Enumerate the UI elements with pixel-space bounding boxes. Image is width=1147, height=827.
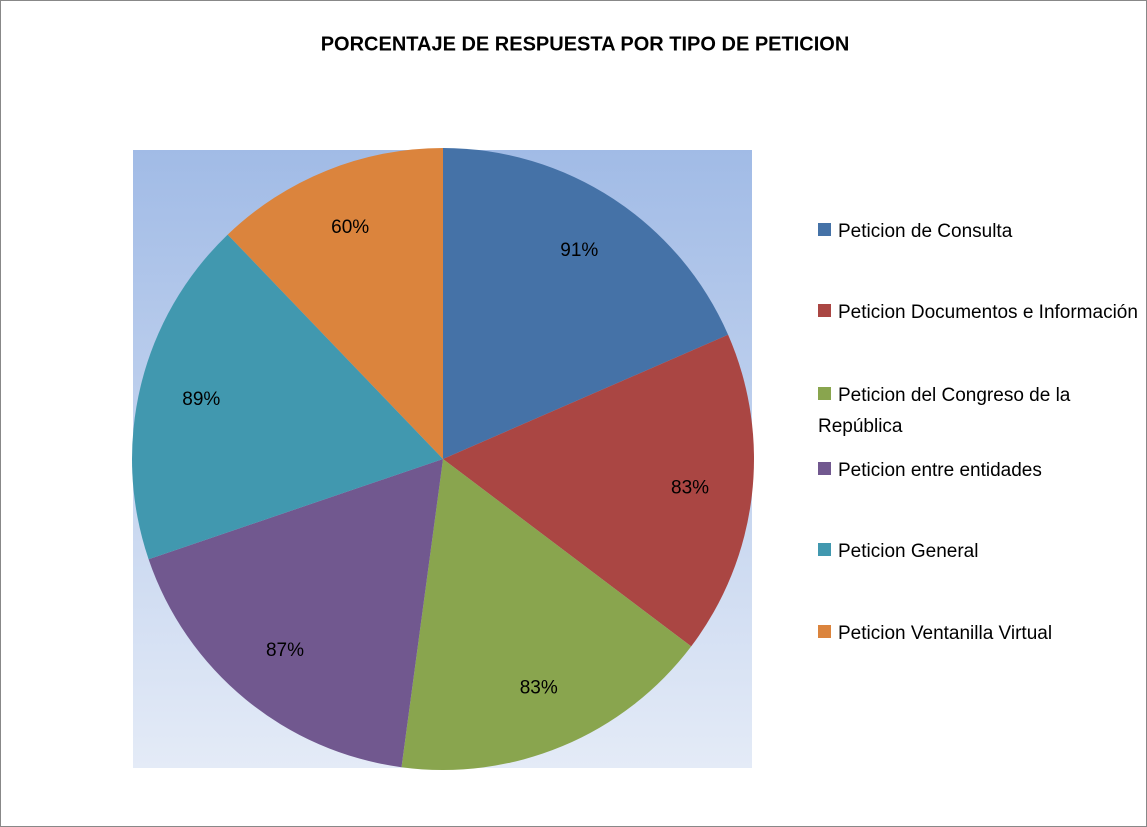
legend-swatch (818, 625, 831, 638)
legend-swatch (818, 387, 831, 400)
pie-slice (401, 459, 692, 770)
pie-slice (443, 148, 729, 459)
legend-label: Peticion Documentos e Información (838, 302, 1138, 323)
legend-entry: Peticion entre entidades (818, 455, 1138, 486)
data-label: 83% (520, 678, 558, 699)
legend-entry: Peticion General (818, 536, 1138, 567)
legend-swatch (818, 223, 831, 236)
pie-slice (443, 334, 754, 647)
legend-swatch (818, 543, 831, 556)
data-label: 87% (266, 640, 304, 661)
legend-entry: Peticion del Congreso de la República (818, 380, 1138, 442)
legend-entry: Peticion de Consulta (818, 216, 1138, 247)
chart-title: PORCENTAJE DE RESPUESTA POR TIPO DE PETI… (321, 33, 850, 55)
legend-label: Peticion General (838, 541, 979, 562)
legend-swatch (818, 304, 831, 317)
legend-swatch (818, 462, 831, 475)
legend-label: Peticion Ventanilla Virtual (838, 623, 1053, 644)
legend-label: Peticion entre entidades (838, 460, 1042, 481)
data-label: 91% (560, 240, 598, 261)
pie-slice (132, 234, 443, 560)
data-label: 89% (182, 389, 220, 410)
legend-label: Peticion del Congreso de la República (818, 385, 1071, 437)
legend-label: Peticion de Consulta (838, 221, 1013, 242)
pie-slice (227, 148, 443, 459)
pie-slice (148, 459, 443, 768)
legend-entry: Peticion Ventanilla Virtual (818, 618, 1138, 649)
data-label: 83% (671, 477, 709, 498)
legend-entry: Peticion Documentos e Información (818, 297, 1138, 328)
data-label: 60% (331, 217, 369, 238)
